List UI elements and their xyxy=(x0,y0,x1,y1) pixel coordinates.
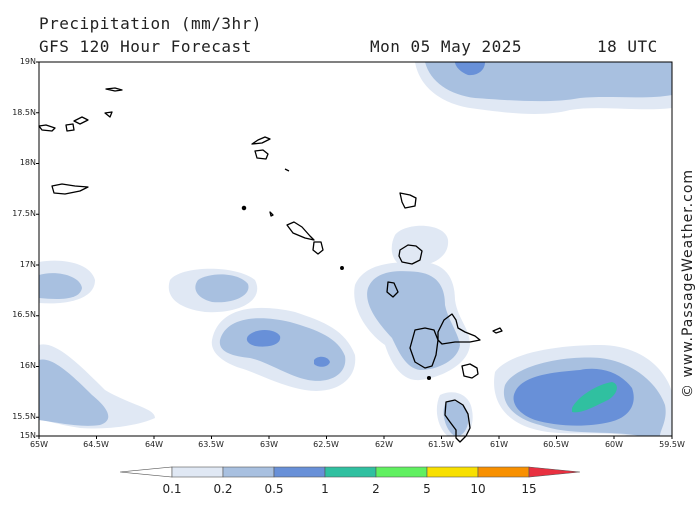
colorbar-swatch xyxy=(171,466,224,478)
lat-label: 19N xyxy=(19,57,36,66)
lon-label: 59.5W xyxy=(659,440,685,449)
lat-label: 15N xyxy=(19,431,36,440)
colorbar-swatch xyxy=(477,466,530,478)
precipitation-field xyxy=(39,62,672,436)
lon-label: 64W xyxy=(144,440,164,449)
island-outlines xyxy=(38,87,503,443)
lat-label: 16N xyxy=(19,361,36,370)
colorbar-swatch xyxy=(222,466,275,478)
lon-label: 63W xyxy=(259,440,279,449)
colorbar xyxy=(119,466,581,478)
colorbar-swatch-below xyxy=(119,466,173,478)
colorbar-swatch xyxy=(273,466,326,478)
lon-label: 63.5W xyxy=(198,440,224,449)
forecast-time: 18 UTC xyxy=(597,37,658,56)
axis-ticks xyxy=(36,61,673,439)
lon-label: 65W xyxy=(29,440,49,449)
colorbar-label: 1 xyxy=(321,482,329,496)
lon-label: 62W xyxy=(374,440,394,449)
precip-moderate xyxy=(572,382,617,413)
site-credit: © www.PassageWeather.com xyxy=(680,168,696,398)
forecast-date: Mon 05 May 2025 xyxy=(370,37,522,56)
colorbar-swatch xyxy=(375,466,428,478)
lon-label: 60W xyxy=(604,440,624,449)
colorbar-swatch-above xyxy=(528,466,581,478)
lat-label: 17N xyxy=(19,260,36,269)
colorbar-label: 2 xyxy=(372,482,380,496)
colorbar-swatch xyxy=(324,466,377,478)
colorbar-swatch xyxy=(426,466,479,478)
lon-label: 64.5W xyxy=(83,440,109,449)
lat-label: 18.5N xyxy=(12,108,36,117)
lon-label: 61.5W xyxy=(428,440,454,449)
map-frame xyxy=(38,61,673,437)
precip-dark xyxy=(246,62,634,426)
colorbar-label: 10 xyxy=(470,482,486,496)
colorbar-label: 5 xyxy=(423,482,431,496)
lat-label: 17.5N xyxy=(12,209,36,218)
map-title: Precipitation (mm/3hr) xyxy=(39,14,262,33)
lon-label: 62.5W xyxy=(313,440,339,449)
lon-label: 61W xyxy=(489,440,509,449)
map-subtitle: GFS 120 Hour Forecast xyxy=(39,37,252,56)
lat-label: 16.5N xyxy=(12,310,36,319)
lat-label: 15.5N xyxy=(12,412,36,421)
lat-label: 18N xyxy=(19,158,36,167)
colorbar-label: 0.1 xyxy=(162,482,182,496)
colorbar-label: 0.5 xyxy=(264,482,284,496)
lon-label: 60.5W xyxy=(543,440,569,449)
colorbar-label: 15 xyxy=(521,482,537,496)
colorbar-label: 0.2 xyxy=(213,482,233,496)
